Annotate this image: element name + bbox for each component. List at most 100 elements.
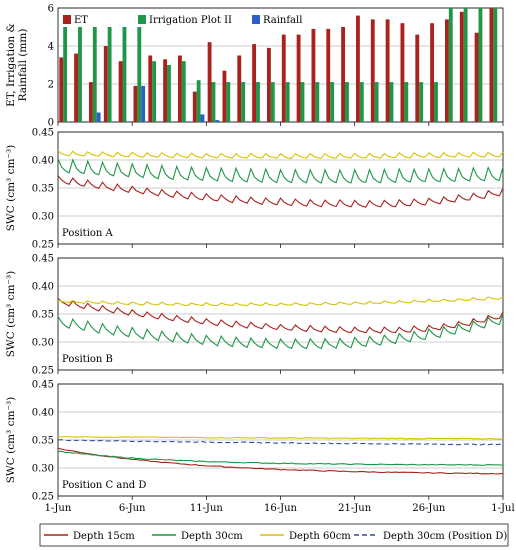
y-tick-label: 0.40: [32, 282, 54, 293]
bottom-legend: Depth 15cm Depth 30cm Depth 60cm Depth 30cm…: [39, 523, 509, 547]
bar-et: [207, 42, 212, 123]
x-tick-label: 21-Jun: [338, 503, 372, 514]
series-line-d15: [57, 175, 504, 208]
bar-et: [445, 19, 449, 122]
plot-frame: [57, 383, 504, 497]
y-tick-label: 0.45: [32, 254, 54, 265]
bar-et: [356, 15, 360, 123]
bar-et: [252, 44, 257, 122]
bar-et: [118, 61, 123, 122]
bar-et: [222, 70, 227, 122]
y-tick-label: 0: [48, 118, 54, 129]
y-tick-label: 0.45: [32, 128, 54, 139]
bar-et: [296, 34, 301, 122]
bar-et: [89, 82, 93, 122]
series-line-d15: [57, 297, 504, 334]
y-axis-label: ET, Irrigation &: [5, 23, 17, 107]
series-line-d60: [57, 435, 504, 440]
bar-et: [430, 23, 435, 123]
y-axis-label: Rainfall (mm): [17, 29, 29, 102]
bar-et: [281, 34, 286, 122]
bar-irrigation: [404, 82, 409, 122]
chart-panel-4: 0.25 0.30 0.35 0.40 0.45 SWC (cm³ cm⁻³) Positi…: [5, 380, 515, 515]
bar-irrigation: [419, 82, 424, 122]
panel-annotation: Position C and D: [62, 480, 146, 491]
chart-panel-3: 0.25 0.30 0.35 0.40 0.45 SWC (cm³ cm⁻³) Positi…: [5, 254, 504, 377]
bar-et: [148, 55, 153, 122]
bar-irrigation: [92, 27, 97, 122]
chart-panel-1: 0 2 4 6 ET, Irrigation & Rainfall (mm) ET Irrig…: [5, 4, 504, 129]
legend-label: Depth 30cm (Position D): [383, 531, 507, 542]
bar-irrigation: [181, 61, 186, 122]
y-tick-label: 0.30: [32, 212, 54, 223]
bar-et: [415, 34, 420, 122]
y-tick-label: 0.25: [32, 492, 54, 503]
x-tick-label: 26-Jun: [412, 503, 446, 514]
bar-et: [59, 57, 64, 122]
bar-et: [489, 8, 494, 122]
bar-irrigation: [463, 8, 468, 122]
bar-et: [326, 28, 331, 122]
bar-irrigation: [478, 8, 483, 122]
y-tick-label: 0.35: [32, 436, 54, 447]
bar-irrigation: [389, 82, 394, 122]
x-tick-label: 16-Jun: [264, 503, 298, 514]
bar-et: [341, 27, 346, 122]
legend-label: Irrigation Plot II: [149, 15, 232, 26]
bar-irrigation: [345, 82, 349, 122]
x-tick-label: 6-Jun: [119, 503, 146, 514]
series-line-d60: [57, 296, 504, 307]
bar-et: [370, 19, 375, 122]
bar-irrigation: [493, 8, 498, 122]
bar-irrigation: [448, 8, 453, 122]
bar-irrigation: [196, 80, 201, 122]
bar-irrigation: [256, 82, 260, 122]
series-line-d30d: [57, 439, 504, 446]
x-tick-label: 1-Jun: [45, 503, 72, 514]
y-tick-label: 6: [48, 4, 54, 15]
bar-irrigation: [226, 82, 231, 122]
y-tick-label: 0.30: [32, 464, 54, 475]
legend-swatch: [138, 15, 146, 24]
bar-et: [178, 55, 182, 122]
bar-irrigation: [434, 82, 438, 122]
y-tick-label: 0.25: [32, 366, 54, 377]
y-axis-label: SWC (cm³ cm⁻³): [5, 397, 17, 484]
bar-rainfall: [215, 120, 220, 122]
panel-annotation: Position B: [62, 354, 113, 365]
panel-annotation: Position A: [62, 228, 114, 239]
legend-label: Depth 15cm: [73, 531, 135, 542]
legend-swatch: [63, 15, 71, 24]
x-tick-label: 1-Jul: [491, 503, 514, 514]
bar-irrigation: [137, 27, 142, 122]
series-line-d30: [57, 450, 504, 466]
bar-et: [385, 19, 390, 122]
bar-et: [192, 91, 197, 122]
y-tick-label: 0.35: [32, 310, 54, 321]
bar-et: [400, 23, 405, 123]
bar-irrigation: [211, 82, 216, 122]
plot-frame: [57, 7, 504, 123]
bar-irrigation: [315, 82, 320, 122]
bar-irrigation: [330, 82, 335, 122]
bar-irrigation: [300, 82, 305, 122]
bar-et: [163, 59, 168, 122]
bar-et: [474, 32, 479, 123]
bar-irrigation: [122, 27, 127, 122]
y-axis-label: SWC (cm³ cm⁻³): [5, 145, 17, 232]
y-tick-label: 0.40: [32, 408, 54, 419]
bar-irrigation: [241, 82, 246, 122]
bar-et: [459, 11, 464, 122]
legend-label: Rainfall: [263, 15, 302, 26]
legend-label: Depth 30cm: [181, 531, 243, 542]
chart-panel-2: 0.25 0.30 0.35 0.40 0.45 SWC (cm³ cm⁻³) Positi…: [5, 128, 504, 251]
bar-et: [311, 28, 316, 122]
bar-et: [74, 53, 79, 122]
series-line-d60: [57, 150, 504, 160]
bar-irrigation: [107, 27, 112, 122]
legend-label: Depth 60cm: [289, 531, 351, 542]
bar-et: [237, 55, 242, 122]
x-tick-label: 11-Jun: [190, 503, 224, 514]
bar-irrigation: [78, 27, 82, 122]
bar-et: [267, 47, 271, 122]
